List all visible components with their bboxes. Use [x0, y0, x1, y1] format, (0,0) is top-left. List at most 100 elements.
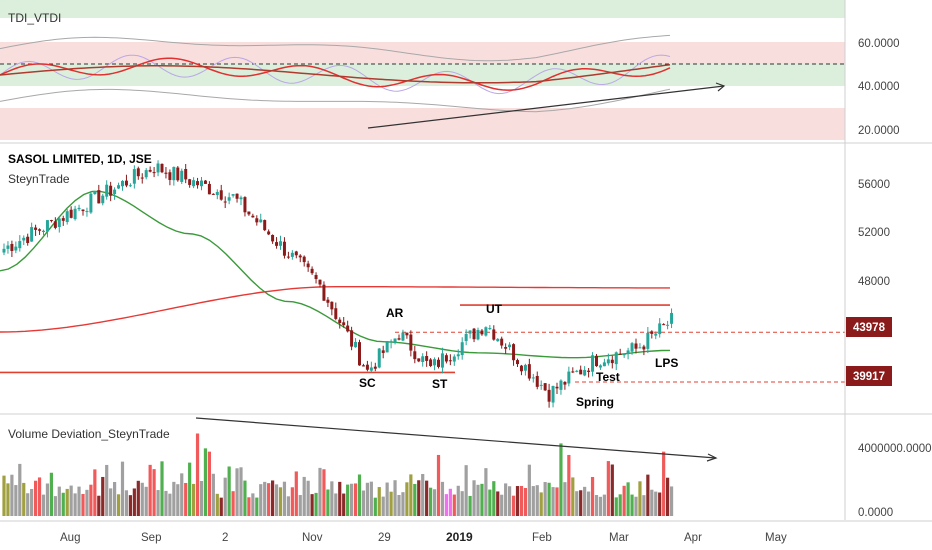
candle	[543, 383, 547, 391]
volume-bar	[669, 486, 674, 516]
volume-bar	[215, 493, 219, 516]
volume-bar	[365, 482, 369, 516]
candle	[385, 341, 389, 353]
volume-bar	[164, 490, 168, 516]
volume-bar	[89, 484, 93, 516]
candle	[579, 369, 583, 375]
candle	[164, 172, 168, 174]
candle	[73, 208, 77, 220]
candle	[595, 355, 598, 367]
candle	[93, 190, 97, 195]
volume-bar	[350, 483, 354, 516]
volume-bar	[77, 486, 81, 516]
tdi-tick-20: 20.0000	[858, 125, 900, 137]
volume-bar	[413, 483, 417, 516]
candle	[113, 189, 117, 195]
price-tag-upper: 43978	[853, 322, 886, 334]
candle	[377, 348, 381, 368]
tdi-zone-top	[0, 0, 845, 18]
volume-bar	[389, 491, 393, 516]
volume-bar	[255, 497, 259, 516]
candle	[476, 330, 480, 340]
volume-bar	[444, 494, 448, 516]
candle	[271, 235, 275, 242]
price-tick-52000: 52000	[858, 227, 890, 239]
price-subtitle: SteynTrade	[8, 172, 70, 186]
time-label-sep: Sep	[141, 532, 161, 544]
candle	[42, 230, 45, 233]
volume-bar	[286, 496, 290, 516]
volume-bar	[654, 491, 658, 516]
candle	[330, 301, 334, 310]
volume-bar	[630, 494, 634, 516]
candle	[500, 338, 504, 346]
volume-bar	[211, 473, 215, 516]
candle	[235, 193, 239, 199]
volume-bar	[539, 492, 543, 516]
volume-bar	[330, 481, 334, 516]
candle	[30, 227, 34, 242]
candle	[361, 365, 365, 367]
volume-bar	[658, 492, 662, 516]
volume-bar	[373, 497, 377, 516]
candle	[381, 350, 385, 353]
volume-bar	[496, 491, 500, 516]
price-tick-48000: 48000	[858, 276, 890, 288]
candle	[81, 209, 85, 212]
tdi-zone-red-upper	[0, 42, 845, 64]
volume-bar	[184, 482, 188, 516]
candle	[401, 332, 405, 341]
volume-bar	[168, 493, 172, 516]
volume-bar	[49, 472, 53, 516]
volume-trendline	[195, 417, 717, 459]
candle	[215, 191, 219, 196]
volume-bar	[231, 491, 235, 516]
volume-bar	[460, 491, 464, 516]
candle	[618, 353, 622, 355]
candle	[49, 220, 53, 222]
volume-bar	[298, 495, 302, 516]
volume-bar	[579, 490, 583, 516]
volume-bar	[440, 481, 445, 516]
time-label-mar: Mar	[609, 532, 629, 544]
volume-tick-4m: 4000000.0000	[858, 443, 932, 455]
candle	[409, 334, 413, 351]
volume-bar	[203, 448, 208, 516]
candle	[488, 327, 492, 329]
volume-bar	[456, 485, 460, 516]
volume-bar	[606, 461, 610, 516]
candle	[124, 180, 128, 186]
volume-bar	[278, 487, 283, 516]
volume-bar	[259, 484, 263, 516]
price-tag-lower: 39917	[853, 371, 885, 383]
volume-bar	[109, 488, 113, 516]
annotation-spring: Spring	[576, 395, 614, 409]
candle	[440, 353, 444, 368]
candle	[638, 347, 642, 349]
volume-bar	[334, 493, 338, 516]
tdi-trend-arrow	[715, 82, 726, 92]
volume-bar	[535, 485, 539, 516]
candle	[405, 332, 409, 336]
candle	[314, 275, 318, 280]
candle	[575, 370, 579, 372]
tdi-panel: TDI_VTDI	[0, 0, 845, 140]
volume-bar	[357, 474, 362, 516]
volume-bar	[306, 480, 310, 516]
candle	[670, 312, 674, 324]
tdi-tick-40: 40.0000	[858, 81, 900, 93]
right-axis: 60.0000 40.0000 20.0000 56000 52000 4800…	[844, 0, 932, 520]
time-label-aug: Aug	[60, 532, 80, 544]
annotation-test: Test	[596, 370, 620, 384]
candle	[282, 241, 286, 256]
candle	[105, 184, 109, 197]
volume-bar	[650, 489, 654, 516]
candle	[121, 180, 124, 187]
volume-bar	[642, 495, 646, 516]
volume-bar	[37, 477, 42, 516]
candle	[275, 242, 279, 246]
candle	[531, 377, 535, 379]
volume-bar	[405, 482, 409, 516]
candle	[243, 197, 247, 213]
